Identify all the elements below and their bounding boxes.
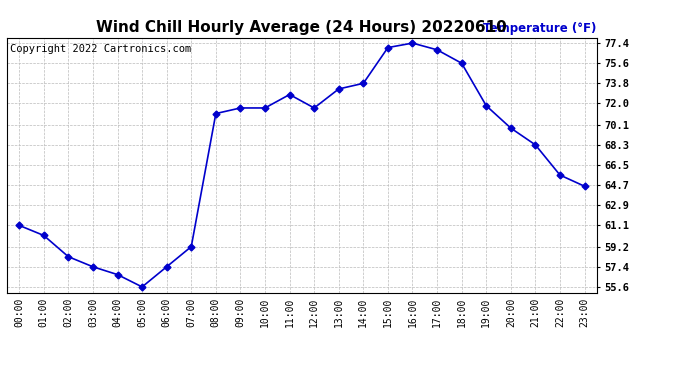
Text: Copyright 2022 Cartronics.com: Copyright 2022 Cartronics.com <box>10 44 191 54</box>
Text: Temperature (°F): Temperature (°F) <box>484 22 597 35</box>
Title: Wind Chill Hourly Average (24 Hours) 20220610: Wind Chill Hourly Average (24 Hours) 202… <box>97 20 507 35</box>
